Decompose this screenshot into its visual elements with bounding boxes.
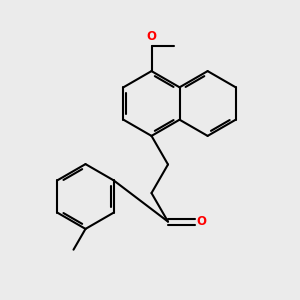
Text: O: O — [146, 31, 157, 44]
Text: O: O — [196, 215, 207, 228]
